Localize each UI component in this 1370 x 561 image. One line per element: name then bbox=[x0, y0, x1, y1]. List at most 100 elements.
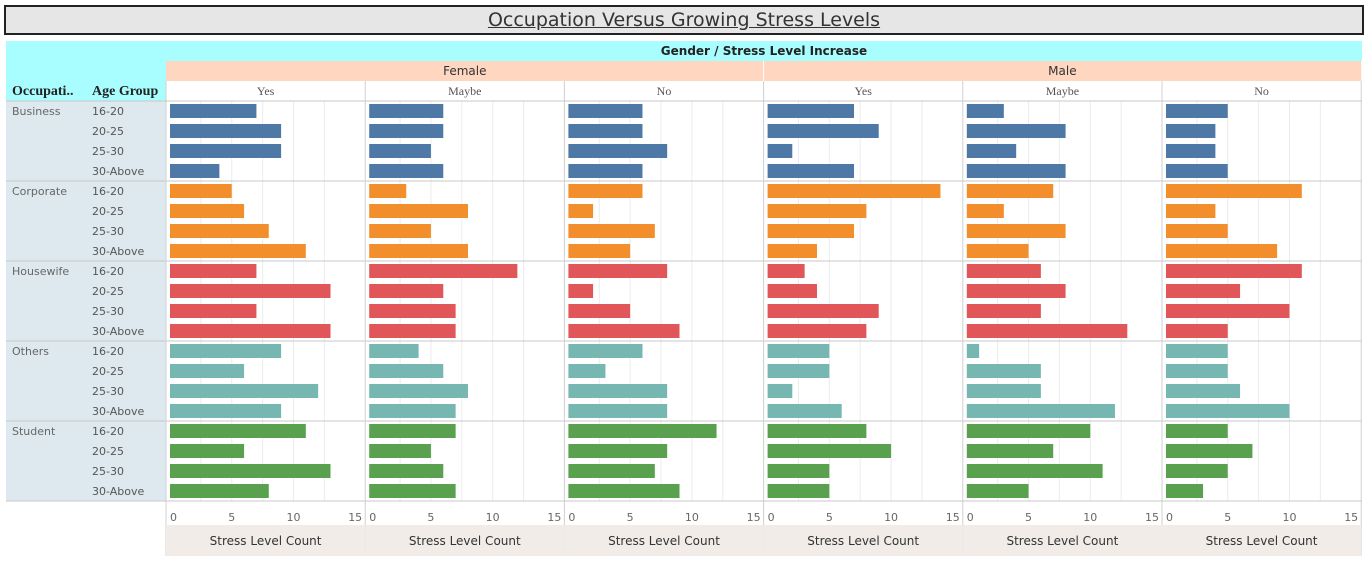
bar-others bbox=[170, 404, 282, 418]
bar-student bbox=[568, 464, 655, 478]
bar-corporate bbox=[966, 224, 1066, 238]
bar-housewife bbox=[170, 324, 331, 338]
bar-housewife bbox=[568, 264, 668, 278]
x-tick-label: 5 bbox=[1025, 511, 1032, 524]
x-tick-label: 5 bbox=[826, 511, 833, 524]
bar-others bbox=[767, 364, 830, 378]
age-group-label: 16-20 bbox=[92, 345, 124, 358]
bar-business bbox=[767, 164, 855, 178]
bar-student bbox=[966, 464, 1103, 478]
bar-others bbox=[568, 384, 668, 398]
bar-business bbox=[966, 164, 1066, 178]
x-tick-label: 0 bbox=[967, 511, 974, 524]
bar-student bbox=[369, 444, 431, 458]
bar-others bbox=[170, 344, 282, 358]
bar-others bbox=[170, 364, 245, 378]
bar-corporate bbox=[170, 204, 245, 218]
bar-housewife bbox=[767, 304, 879, 318]
axis-title-band bbox=[166, 525, 366, 556]
age-group-label: 16-20 bbox=[92, 425, 124, 438]
x-axis-title: Stress Level Count bbox=[608, 534, 720, 548]
bar-student bbox=[1166, 464, 1228, 478]
bar-others bbox=[1166, 384, 1241, 398]
bar-business bbox=[568, 164, 643, 178]
age-group-label: 20-25 bbox=[92, 285, 124, 298]
bar-business bbox=[767, 124, 879, 138]
bar-student bbox=[966, 444, 1054, 458]
stress-level-header: No bbox=[657, 84, 672, 98]
x-axis-title: Stress Level Count bbox=[1206, 534, 1318, 548]
bar-others bbox=[568, 404, 668, 418]
bar-housewife bbox=[170, 304, 257, 318]
x-axis-title: Stress Level Count bbox=[409, 534, 521, 548]
bar-housewife bbox=[767, 324, 867, 338]
bar-others bbox=[1166, 404, 1290, 418]
bar-housewife bbox=[170, 284, 331, 298]
gender-header-male: Male bbox=[1048, 64, 1076, 78]
bar-corporate bbox=[767, 184, 941, 198]
x-tick-label: 10 bbox=[685, 511, 699, 524]
bar-student bbox=[767, 484, 830, 498]
age-group-label: 20-25 bbox=[92, 445, 124, 458]
bar-student bbox=[1166, 484, 1204, 498]
bar-business bbox=[568, 144, 668, 158]
bar-housewife bbox=[966, 324, 1128, 338]
age-group-label: 25-30 bbox=[92, 305, 124, 318]
stress-level-header: No bbox=[1254, 84, 1269, 98]
bar-corporate bbox=[568, 244, 631, 258]
stress-level-header: Maybe bbox=[448, 84, 481, 98]
bar-corporate bbox=[1166, 224, 1228, 238]
bar-student bbox=[170, 484, 269, 498]
bar-others bbox=[369, 364, 444, 378]
bar-student bbox=[767, 464, 830, 478]
bar-corporate bbox=[369, 184, 407, 198]
age-group-label: 25-30 bbox=[92, 385, 124, 398]
bar-housewife bbox=[568, 284, 594, 298]
bar-student bbox=[966, 484, 1029, 498]
bar-business bbox=[966, 104, 1004, 118]
stress-level-header: Yes bbox=[257, 84, 275, 98]
x-tick-label: 10 bbox=[1282, 511, 1296, 524]
bar-housewife bbox=[966, 264, 1041, 278]
age-group-label: 30-Above bbox=[92, 245, 144, 258]
stress-level-header: Maybe bbox=[1046, 84, 1079, 98]
bar-others bbox=[966, 404, 1115, 418]
bar-corporate bbox=[369, 204, 468, 218]
occupation-label-student: Student bbox=[12, 425, 56, 438]
bar-housewife bbox=[369, 324, 456, 338]
bar-student bbox=[767, 444, 892, 458]
bar-student bbox=[170, 464, 331, 478]
age-group-label: 25-30 bbox=[92, 465, 124, 478]
age-group-label: 25-30 bbox=[92, 225, 124, 238]
bar-housewife bbox=[369, 264, 518, 278]
bar-others bbox=[767, 384, 793, 398]
occupation-label-business: Business bbox=[12, 105, 61, 118]
age-group-label: 30-Above bbox=[92, 165, 144, 178]
gender-header-band bbox=[763, 61, 1362, 81]
bar-others bbox=[1166, 344, 1228, 358]
bar-business bbox=[369, 164, 444, 178]
bar-others bbox=[568, 344, 643, 358]
bar-housewife bbox=[369, 284, 444, 298]
x-axis-title: Stress Level Count bbox=[1006, 534, 1118, 548]
bar-corporate bbox=[1166, 244, 1278, 258]
x-tick-label: 15 bbox=[1344, 511, 1358, 524]
x-tick-label: 15 bbox=[747, 511, 761, 524]
bar-corporate bbox=[568, 204, 594, 218]
bar-student bbox=[568, 444, 668, 458]
bar-student bbox=[568, 424, 717, 438]
bar-corporate bbox=[369, 244, 468, 258]
x-axis-title: Stress Level Count bbox=[807, 534, 919, 548]
x-tick-label: 5 bbox=[427, 511, 434, 524]
axis-title-band bbox=[564, 525, 764, 556]
bar-business bbox=[568, 124, 643, 138]
bar-student bbox=[966, 424, 1091, 438]
bar-student bbox=[767, 424, 867, 438]
x-tick-label: 5 bbox=[627, 511, 634, 524]
bar-corporate bbox=[966, 184, 1054, 198]
bar-others bbox=[369, 404, 456, 418]
bar-corporate bbox=[170, 184, 232, 198]
age-group-label: 25-30 bbox=[92, 145, 124, 158]
x-tick-label: 15 bbox=[547, 511, 561, 524]
